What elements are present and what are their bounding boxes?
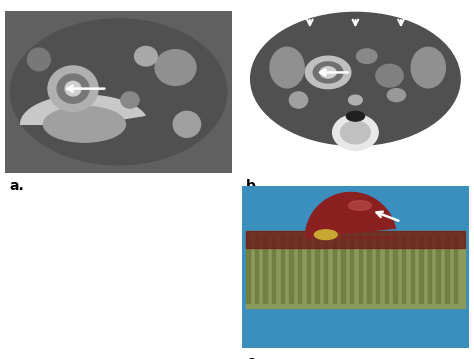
Ellipse shape [289,92,308,108]
Ellipse shape [313,62,343,83]
Ellipse shape [10,19,227,165]
Bar [281,235,284,303]
Bar [255,235,258,303]
Ellipse shape [251,13,460,145]
Ellipse shape [305,56,351,89]
Ellipse shape [173,111,201,137]
Ellipse shape [320,67,336,78]
Bar [359,235,362,303]
Bar [246,235,249,303]
Ellipse shape [27,48,50,71]
Ellipse shape [57,74,89,103]
Polygon shape [21,95,145,124]
Text: b.: b. [246,180,261,194]
Bar [376,235,379,303]
Bar [289,235,293,303]
Polygon shape [246,232,465,248]
Ellipse shape [333,115,378,150]
Bar [410,235,414,303]
Ellipse shape [314,230,337,239]
Ellipse shape [155,50,196,85]
Ellipse shape [65,81,81,96]
Bar [445,235,448,303]
Ellipse shape [411,47,446,88]
Bar [367,235,371,303]
Ellipse shape [387,89,405,102]
Bar [341,235,345,303]
Bar [402,235,405,303]
Ellipse shape [270,47,304,88]
Ellipse shape [48,66,98,111]
Bar [272,235,275,303]
Ellipse shape [135,46,157,66]
Ellipse shape [348,95,362,105]
Ellipse shape [356,49,377,64]
Bar [307,235,310,303]
Bar [315,235,319,303]
Bar [454,235,457,303]
Bar [333,235,336,303]
Bar [428,235,431,303]
Bar [298,235,301,303]
Ellipse shape [341,121,370,144]
Text: a.: a. [9,180,24,194]
Ellipse shape [348,201,371,210]
Bar [264,235,267,303]
Polygon shape [246,232,465,308]
Ellipse shape [121,92,139,108]
Bar [350,235,353,303]
Bar [384,235,388,303]
Ellipse shape [44,107,126,142]
Bar [419,235,423,303]
Bar [437,235,440,303]
Bar [393,235,397,303]
Text: c.: c. [246,355,260,359]
Ellipse shape [376,64,403,87]
Ellipse shape [346,111,365,121]
Bar [324,235,328,303]
